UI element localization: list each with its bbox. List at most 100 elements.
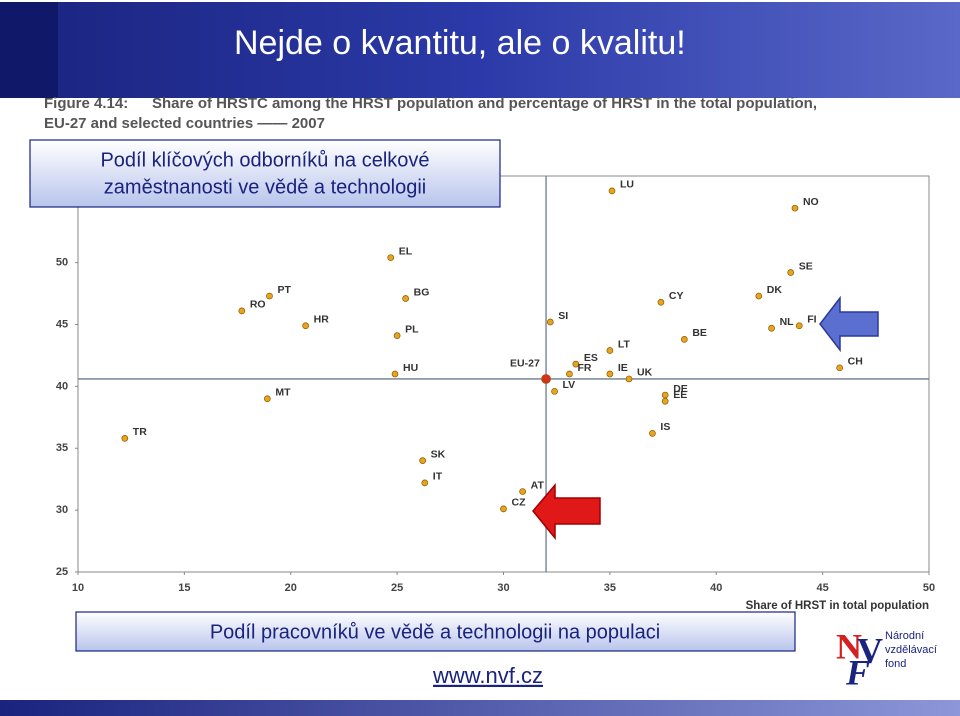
point-label: NO bbox=[803, 196, 819, 208]
point-label: EE bbox=[673, 389, 687, 401]
point-label: LU bbox=[620, 179, 634, 191]
point bbox=[606, 370, 614, 378]
x-tick-label: 40 bbox=[710, 582, 722, 594]
point-label: NL bbox=[780, 316, 795, 328]
plot: 25 30 35 40 45 50 10 15 20 25 30 35 40 45 50 LU NO EL SE PT… bbox=[56, 175, 935, 594]
y-tick-label: 35 bbox=[56, 442, 68, 454]
point bbox=[606, 347, 614, 354]
point-label: SI bbox=[558, 310, 568, 322]
x-tick-label: 30 bbox=[497, 582, 509, 594]
x-tick-label: 15 bbox=[178, 582, 190, 594]
y-tick-label: 30 bbox=[56, 504, 68, 516]
point-label: ES bbox=[584, 352, 598, 364]
x-axis-label: Share of HRST in total population bbox=[746, 600, 929, 612]
arrow-blue bbox=[819, 295, 879, 353]
point-label: IS bbox=[660, 421, 670, 433]
point bbox=[393, 332, 401, 339]
y-tick-label: 50 bbox=[56, 257, 68, 269]
callout-top bbox=[29, 139, 501, 208]
callout-text: Podíl pracovníků ve vědě a technologii n… bbox=[210, 621, 660, 643]
slide-title: Nejde o kvantitu, ale o kvalitu! bbox=[234, 24, 686, 62]
point-label: CY bbox=[669, 290, 684, 302]
x-tick-label: 45 bbox=[817, 582, 829, 594]
y-tick-label: 25 bbox=[56, 566, 68, 578]
logo-letter: N bbox=[836, 626, 862, 666]
point-label: LV bbox=[563, 379, 576, 391]
point-label: MT bbox=[275, 387, 291, 399]
point-label: BG bbox=[414, 286, 430, 298]
point bbox=[263, 395, 271, 403]
title-bar-edge bbox=[0, 2, 58, 98]
point bbox=[500, 505, 507, 513]
callout-bottom bbox=[75, 611, 796, 652]
x-tick-label: 10 bbox=[72, 582, 84, 594]
point-label: RO bbox=[250, 299, 266, 311]
point bbox=[608, 187, 616, 195]
point-label: TR bbox=[133, 426, 147, 438]
point-label: FR bbox=[577, 362, 591, 374]
plot-frame bbox=[77, 175, 930, 573]
point bbox=[680, 336, 688, 343]
point-label: IT bbox=[433, 471, 443, 483]
point bbox=[649, 430, 656, 437]
x-tick-label: 20 bbox=[285, 582, 297, 594]
y-tick-label: 40 bbox=[56, 380, 68, 392]
arrow-red bbox=[532, 482, 601, 541]
point-label: PT bbox=[277, 284, 291, 296]
point-label: SK bbox=[431, 448, 446, 460]
point bbox=[768, 324, 775, 332]
point-label: DE bbox=[673, 383, 688, 395]
point bbox=[519, 488, 526, 495]
point bbox=[755, 292, 763, 300]
caption-label: Figure 4.14: bbox=[44, 95, 128, 112]
callout-text: zaměstnanosti ve vědě a technologii bbox=[104, 176, 426, 198]
point bbox=[791, 204, 799, 212]
point bbox=[836, 364, 843, 372]
point bbox=[121, 435, 129, 442]
point-label: CZ bbox=[512, 497, 527, 509]
point-label: CH bbox=[848, 356, 863, 368]
point bbox=[391, 370, 399, 378]
point-label: IE bbox=[618, 362, 628, 374]
point bbox=[387, 254, 395, 262]
point-label: AT bbox=[531, 479, 545, 491]
caption-text: EU-27 and selected countries —— 2007 bbox=[44, 115, 325, 132]
point bbox=[795, 322, 803, 330]
caption-text: Share of HRSTC among the HRST population… bbox=[152, 95, 817, 112]
x-tick-label: 50 bbox=[923, 582, 935, 594]
point-label: SE bbox=[799, 260, 813, 272]
point bbox=[572, 360, 580, 368]
point bbox=[419, 457, 427, 464]
point-label: FI bbox=[807, 314, 816, 326]
bottom-bar bbox=[0, 700, 960, 716]
logo-letter: F bbox=[845, 652, 870, 692]
point bbox=[541, 374, 551, 384]
logo-letter: V bbox=[857, 630, 883, 670]
point bbox=[566, 370, 573, 378]
logo-text: vzdělávací bbox=[885, 644, 937, 656]
point-label: HR bbox=[314, 314, 330, 326]
point-label: BE bbox=[692, 327, 707, 339]
point bbox=[402, 295, 409, 302]
point bbox=[657, 298, 665, 306]
x-tick-label: 25 bbox=[391, 582, 403, 594]
point-label: HU bbox=[403, 362, 418, 374]
point bbox=[238, 307, 246, 315]
point bbox=[787, 269, 795, 276]
point-label: PL bbox=[405, 323, 419, 335]
point bbox=[661, 397, 669, 405]
callout-text: Podíl klíčových odborníků na celkové bbox=[100, 149, 429, 171]
title-bar bbox=[0, 2, 960, 98]
point-label: EU-27 bbox=[510, 358, 540, 370]
logo-text: Národní bbox=[885, 630, 924, 642]
point bbox=[421, 479, 429, 487]
y-tick-label: 45 bbox=[56, 318, 68, 330]
point-label: LT bbox=[618, 338, 631, 350]
point bbox=[551, 387, 558, 395]
point-label: DK bbox=[767, 284, 783, 296]
point-label: EL bbox=[399, 245, 413, 257]
url-link[interactable]: www.nvf.cz bbox=[432, 663, 543, 688]
point bbox=[661, 391, 669, 399]
point bbox=[625, 375, 633, 383]
